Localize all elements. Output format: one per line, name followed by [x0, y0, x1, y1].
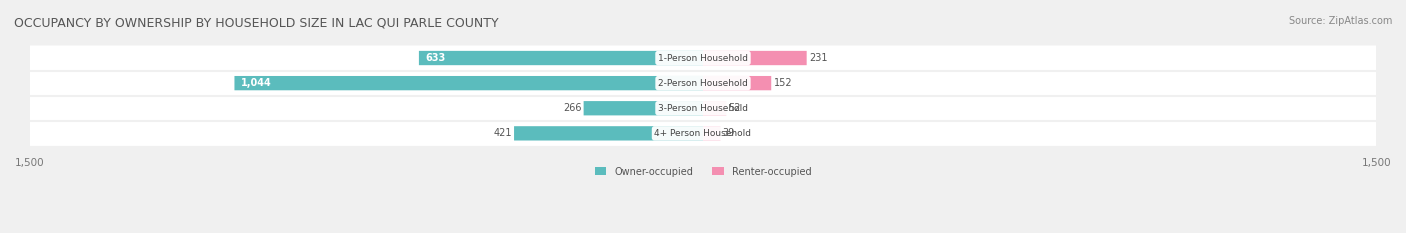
FancyBboxPatch shape — [703, 51, 807, 65]
FancyBboxPatch shape — [703, 126, 720, 140]
Text: 421: 421 — [494, 128, 512, 138]
Text: 1,044: 1,044 — [242, 78, 271, 88]
Text: 266: 266 — [562, 103, 581, 113]
FancyBboxPatch shape — [235, 76, 703, 90]
FancyBboxPatch shape — [30, 96, 1376, 121]
FancyBboxPatch shape — [703, 101, 727, 115]
Text: 52: 52 — [728, 103, 741, 113]
Text: 1-Person Household: 1-Person Household — [658, 54, 748, 62]
Text: 4+ Person Household: 4+ Person Household — [655, 129, 751, 138]
Text: 39: 39 — [723, 128, 735, 138]
Text: 231: 231 — [808, 53, 827, 63]
Text: 633: 633 — [426, 53, 446, 63]
Text: 152: 152 — [773, 78, 792, 88]
FancyBboxPatch shape — [30, 71, 1376, 96]
Legend: Owner-occupied, Renter-occupied: Owner-occupied, Renter-occupied — [591, 163, 815, 181]
FancyBboxPatch shape — [515, 126, 703, 140]
Text: Source: ZipAtlas.com: Source: ZipAtlas.com — [1288, 16, 1392, 26]
FancyBboxPatch shape — [419, 51, 703, 65]
FancyBboxPatch shape — [703, 76, 772, 90]
FancyBboxPatch shape — [583, 101, 703, 115]
FancyBboxPatch shape — [30, 121, 1376, 146]
Text: OCCUPANCY BY OWNERSHIP BY HOUSEHOLD SIZE IN LAC QUI PARLE COUNTY: OCCUPANCY BY OWNERSHIP BY HOUSEHOLD SIZE… — [14, 16, 499, 29]
Text: 2-Person Household: 2-Person Household — [658, 79, 748, 88]
Text: 3-Person Household: 3-Person Household — [658, 104, 748, 113]
FancyBboxPatch shape — [30, 45, 1376, 71]
